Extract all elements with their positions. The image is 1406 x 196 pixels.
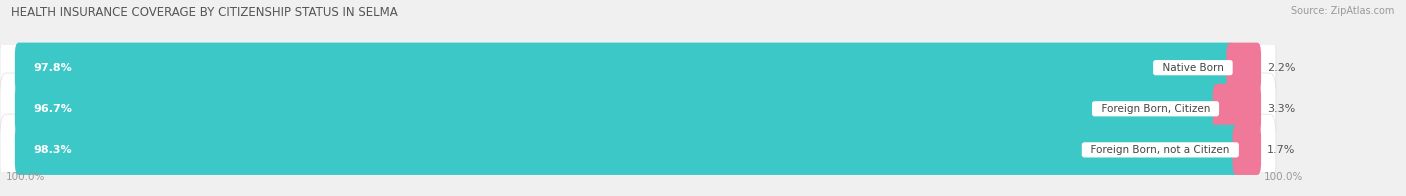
FancyBboxPatch shape <box>15 125 1240 175</box>
FancyBboxPatch shape <box>0 73 1275 144</box>
Text: 100.0%: 100.0% <box>6 172 45 182</box>
FancyBboxPatch shape <box>15 43 1234 93</box>
Text: Native Born: Native Born <box>1156 63 1230 73</box>
Text: 97.8%: 97.8% <box>34 63 72 73</box>
FancyBboxPatch shape <box>15 84 1220 134</box>
Text: Source: ZipAtlas.com: Source: ZipAtlas.com <box>1291 6 1395 16</box>
Text: Foreign Born, not a Citizen: Foreign Born, not a Citizen <box>1084 145 1236 155</box>
Text: 100.0%: 100.0% <box>1264 172 1303 182</box>
Text: Foreign Born, Citizen: Foreign Born, Citizen <box>1095 104 1216 114</box>
Text: 3.3%: 3.3% <box>1267 104 1295 114</box>
FancyBboxPatch shape <box>1233 125 1261 175</box>
FancyBboxPatch shape <box>0 32 1275 103</box>
Text: 96.7%: 96.7% <box>34 104 72 114</box>
FancyBboxPatch shape <box>0 114 1275 186</box>
Text: 1.7%: 1.7% <box>1267 145 1296 155</box>
Text: 2.2%: 2.2% <box>1267 63 1296 73</box>
FancyBboxPatch shape <box>1226 43 1261 93</box>
FancyBboxPatch shape <box>1213 84 1261 134</box>
Text: HEALTH INSURANCE COVERAGE BY CITIZENSHIP STATUS IN SELMA: HEALTH INSURANCE COVERAGE BY CITIZENSHIP… <box>11 6 398 19</box>
Text: 98.3%: 98.3% <box>34 145 72 155</box>
